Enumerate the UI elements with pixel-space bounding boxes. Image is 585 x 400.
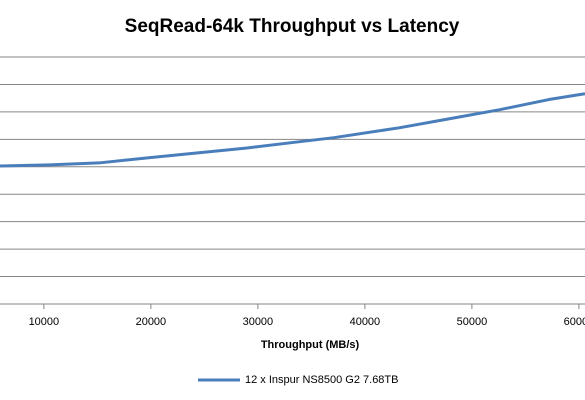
x-axis-title: Throughput (MB/s) (261, 339, 360, 351)
x-tick-label: 20000 (136, 316, 167, 328)
x-tick-label: 40000 (350, 316, 381, 328)
x-tick-label: 50000 (457, 316, 488, 328)
data-line (0, 92, 585, 168)
legend-label: 12 x Inspur NS8500 G2 7.68TB (245, 374, 398, 386)
x-tick-label: 60000 (564, 316, 585, 328)
x-tick-label: 30000 (243, 316, 274, 328)
x-tick-label: 10000 (29, 316, 60, 328)
chart-title: SeqRead-64k Throughput vs Latency (125, 16, 460, 37)
